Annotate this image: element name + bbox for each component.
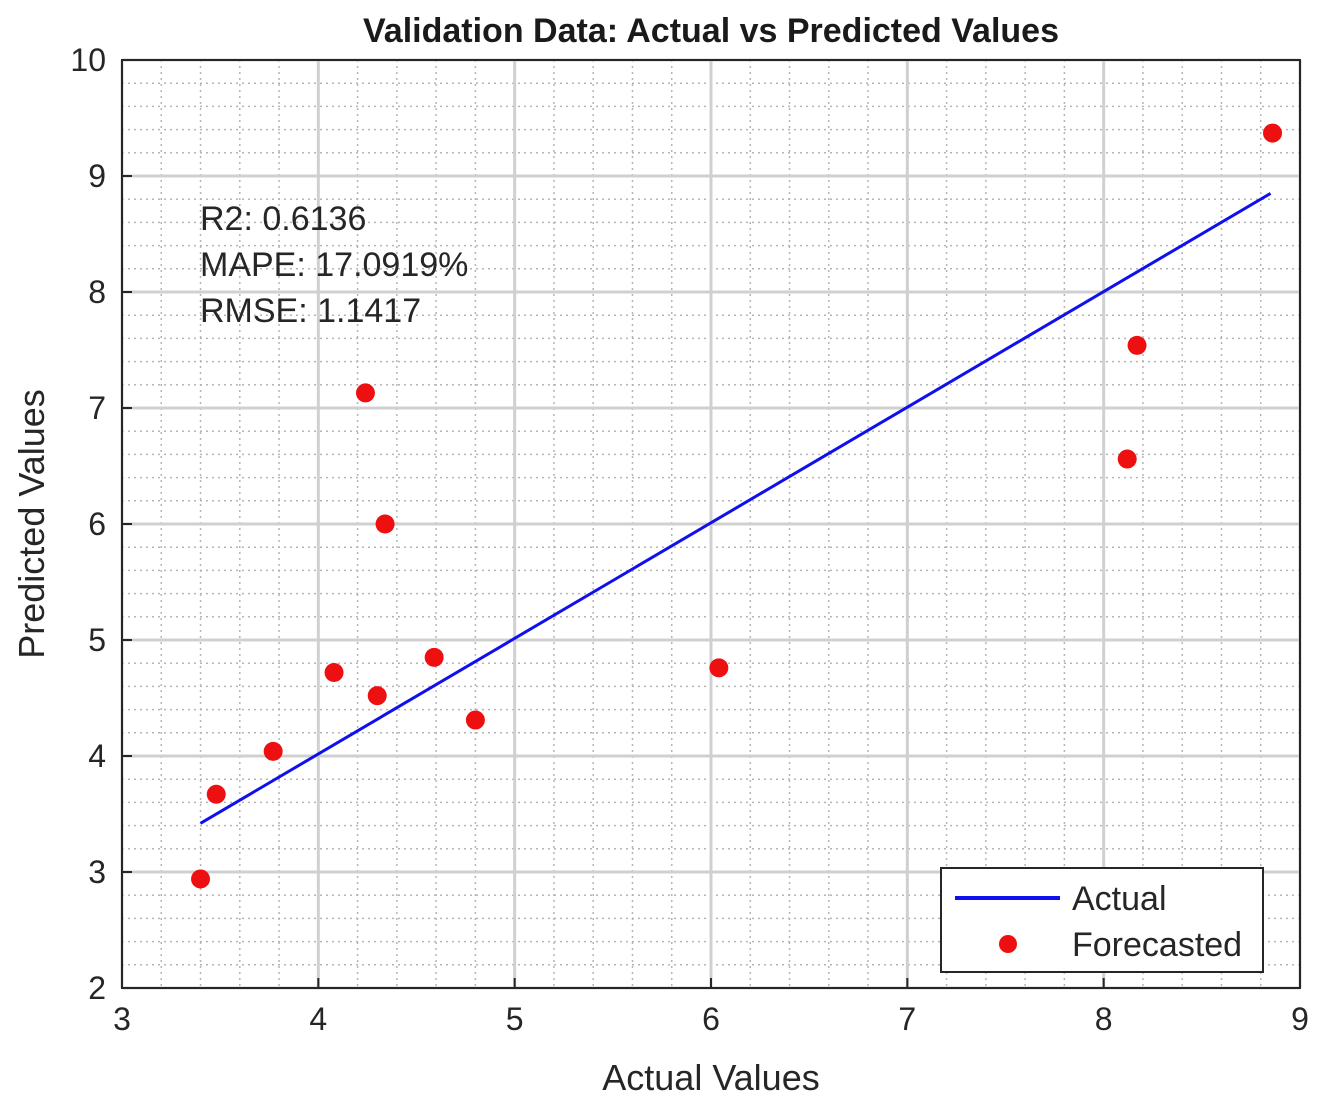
y-tick-label: 4 [88, 738, 106, 774]
x-axis-ticks: 3 4 5 6 7 8 9 [113, 978, 1309, 1037]
x-tick-label: 7 [898, 1001, 916, 1037]
y-tick-label: 10 [70, 42, 106, 78]
forecasted-point [206, 784, 226, 804]
forecasted-point [375, 514, 395, 534]
forecasted-points [191, 123, 1283, 889]
y-tick-label: 5 [88, 622, 106, 658]
forecasted-point [191, 869, 211, 889]
legend-box [940, 867, 1264, 973]
forecasted-point [465, 710, 485, 730]
legend: Actual Forecasted [940, 867, 1264, 973]
x-tick-label: 5 [506, 1001, 524, 1037]
y-tick-label: 3 [88, 854, 106, 890]
legend-forecasted-label: Forecasted [1072, 926, 1242, 964]
y-tick-label: 6 [88, 506, 106, 542]
forecasted-point [355, 383, 375, 403]
y-tick-label: 8 [88, 274, 106, 310]
rmse-annotation: RMSE: 1.1417 [200, 292, 421, 330]
legend-actual-label: Actual [1072, 880, 1167, 918]
forecasted-point [1117, 449, 1137, 469]
mape-annotation: MAPE: 17.0919% [200, 246, 468, 284]
x-tick-label: 8 [1095, 1001, 1113, 1037]
chart-title: Validation Data: Actual vs Predicted Val… [363, 12, 1059, 50]
x-tick-label: 4 [309, 1001, 327, 1037]
forecasted-point [709, 658, 729, 678]
x-tick-label: 9 [1291, 1001, 1309, 1037]
stats-annotation: R2: 0.6136 MAPE: 17.0919% RMSE: 1.1417 [200, 200, 468, 330]
forecasted-point [1127, 335, 1147, 355]
y-axis-label: Predicted Values [11, 389, 52, 659]
y-tick-label: 2 [88, 970, 106, 1006]
forecasted-point [263, 741, 283, 761]
r2-annotation: R2: 0.6136 [200, 200, 366, 238]
x-axis-label: Actual Values [602, 1057, 819, 1098]
y-tick-label: 9 [88, 158, 106, 194]
actual-series-line [199, 192, 1272, 825]
x-tick-label: 3 [113, 1001, 131, 1037]
x-tick-label: 6 [702, 1001, 720, 1037]
y-axis-ticks: 2 3 4 5 6 7 8 9 10 [70, 42, 132, 1006]
legend-forecasted-dot-icon [999, 935, 1017, 953]
forecasted-point [1263, 123, 1283, 143]
forecasted-point [424, 647, 444, 667]
forecasted-point [324, 662, 344, 682]
forecasted-point [367, 686, 387, 706]
y-tick-label: 7 [88, 390, 106, 426]
